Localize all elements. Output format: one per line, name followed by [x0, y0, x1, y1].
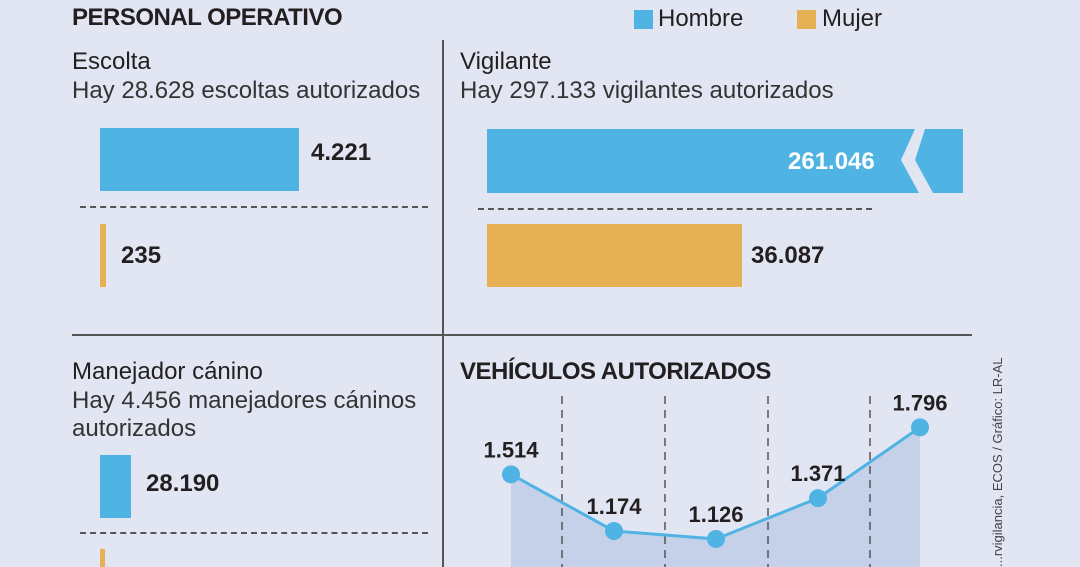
- canino-subtitle-line2: autorizados: [72, 415, 197, 442]
- canino-hombre-value: 28.190: [146, 470, 220, 497]
- vehiculos-point-4: [809, 489, 827, 508]
- vigilante-title: Vigilante: [460, 48, 552, 75]
- vigilante-mujer-value: 36.087: [751, 242, 825, 269]
- horizontal-divider: [72, 334, 972, 336]
- source-note: ...rvigilancia, ECOS / Gráfico: LR-AL: [990, 357, 1005, 567]
- escolta-hombre-bar: [100, 128, 299, 191]
- vigilante-subtitle: Hay 297.133 vigilantes autorizados: [460, 77, 834, 104]
- vigilante-hombre-bar: [487, 129, 963, 193]
- vigilante-hombre-value: 261.046: [788, 148, 875, 175]
- vehiculos-label-5: 1.796: [892, 390, 947, 415]
- vehiculos-point-2: [605, 522, 623, 540]
- canino-separator: [80, 532, 428, 534]
- vehiculos-label-4: 1.371: [790, 461, 845, 486]
- escolta-separator: [80, 206, 428, 208]
- escolta-mujer-value: 235: [121, 242, 162, 269]
- vehiculos-point-3: [707, 530, 725, 548]
- canino-mujer-bar: [100, 549, 105, 567]
- vigilante-mujer-bar: [487, 224, 742, 287]
- legend-swatch-hombre: [634, 10, 653, 29]
- escolta-title: Escolta: [72, 48, 151, 75]
- vertical-divider: [442, 40, 444, 567]
- page-title: PERSONAL OPERATIVO: [72, 4, 343, 31]
- vehiculos-label-1: 1.514: [483, 437, 539, 462]
- vehiculos-area-chart: 1.514 1.174 1.126 1.371 1.796: [483, 390, 948, 567]
- legend-label-mujer: Mujer: [822, 5, 883, 32]
- vehiculos-point-1: [502, 465, 520, 484]
- vehiculos-title: VEHÍCULOS AUTORIZADOS: [460, 358, 771, 385]
- escolta-mujer-bar: [100, 224, 106, 287]
- vehiculos-label-3: 1.126: [688, 502, 743, 527]
- vehiculos-label-2: 1.174: [586, 494, 642, 519]
- legend-label-hombre: Hombre: [658, 5, 744, 32]
- canino-subtitle-line1: Hay 4.456 manejadores cáninos: [72, 387, 417, 414]
- escolta-subtitle: Hay 28.628 escoltas autorizados: [72, 77, 421, 104]
- escolta-hombre-value: 4.221: [311, 139, 372, 166]
- vehiculos-point-5: [911, 418, 929, 437]
- canino-hombre-bar: [100, 455, 131, 518]
- vigilante-separator: [478, 208, 872, 210]
- canino-title: Manejador cánino: [72, 358, 263, 385]
- legend-swatch-mujer: [797, 10, 816, 29]
